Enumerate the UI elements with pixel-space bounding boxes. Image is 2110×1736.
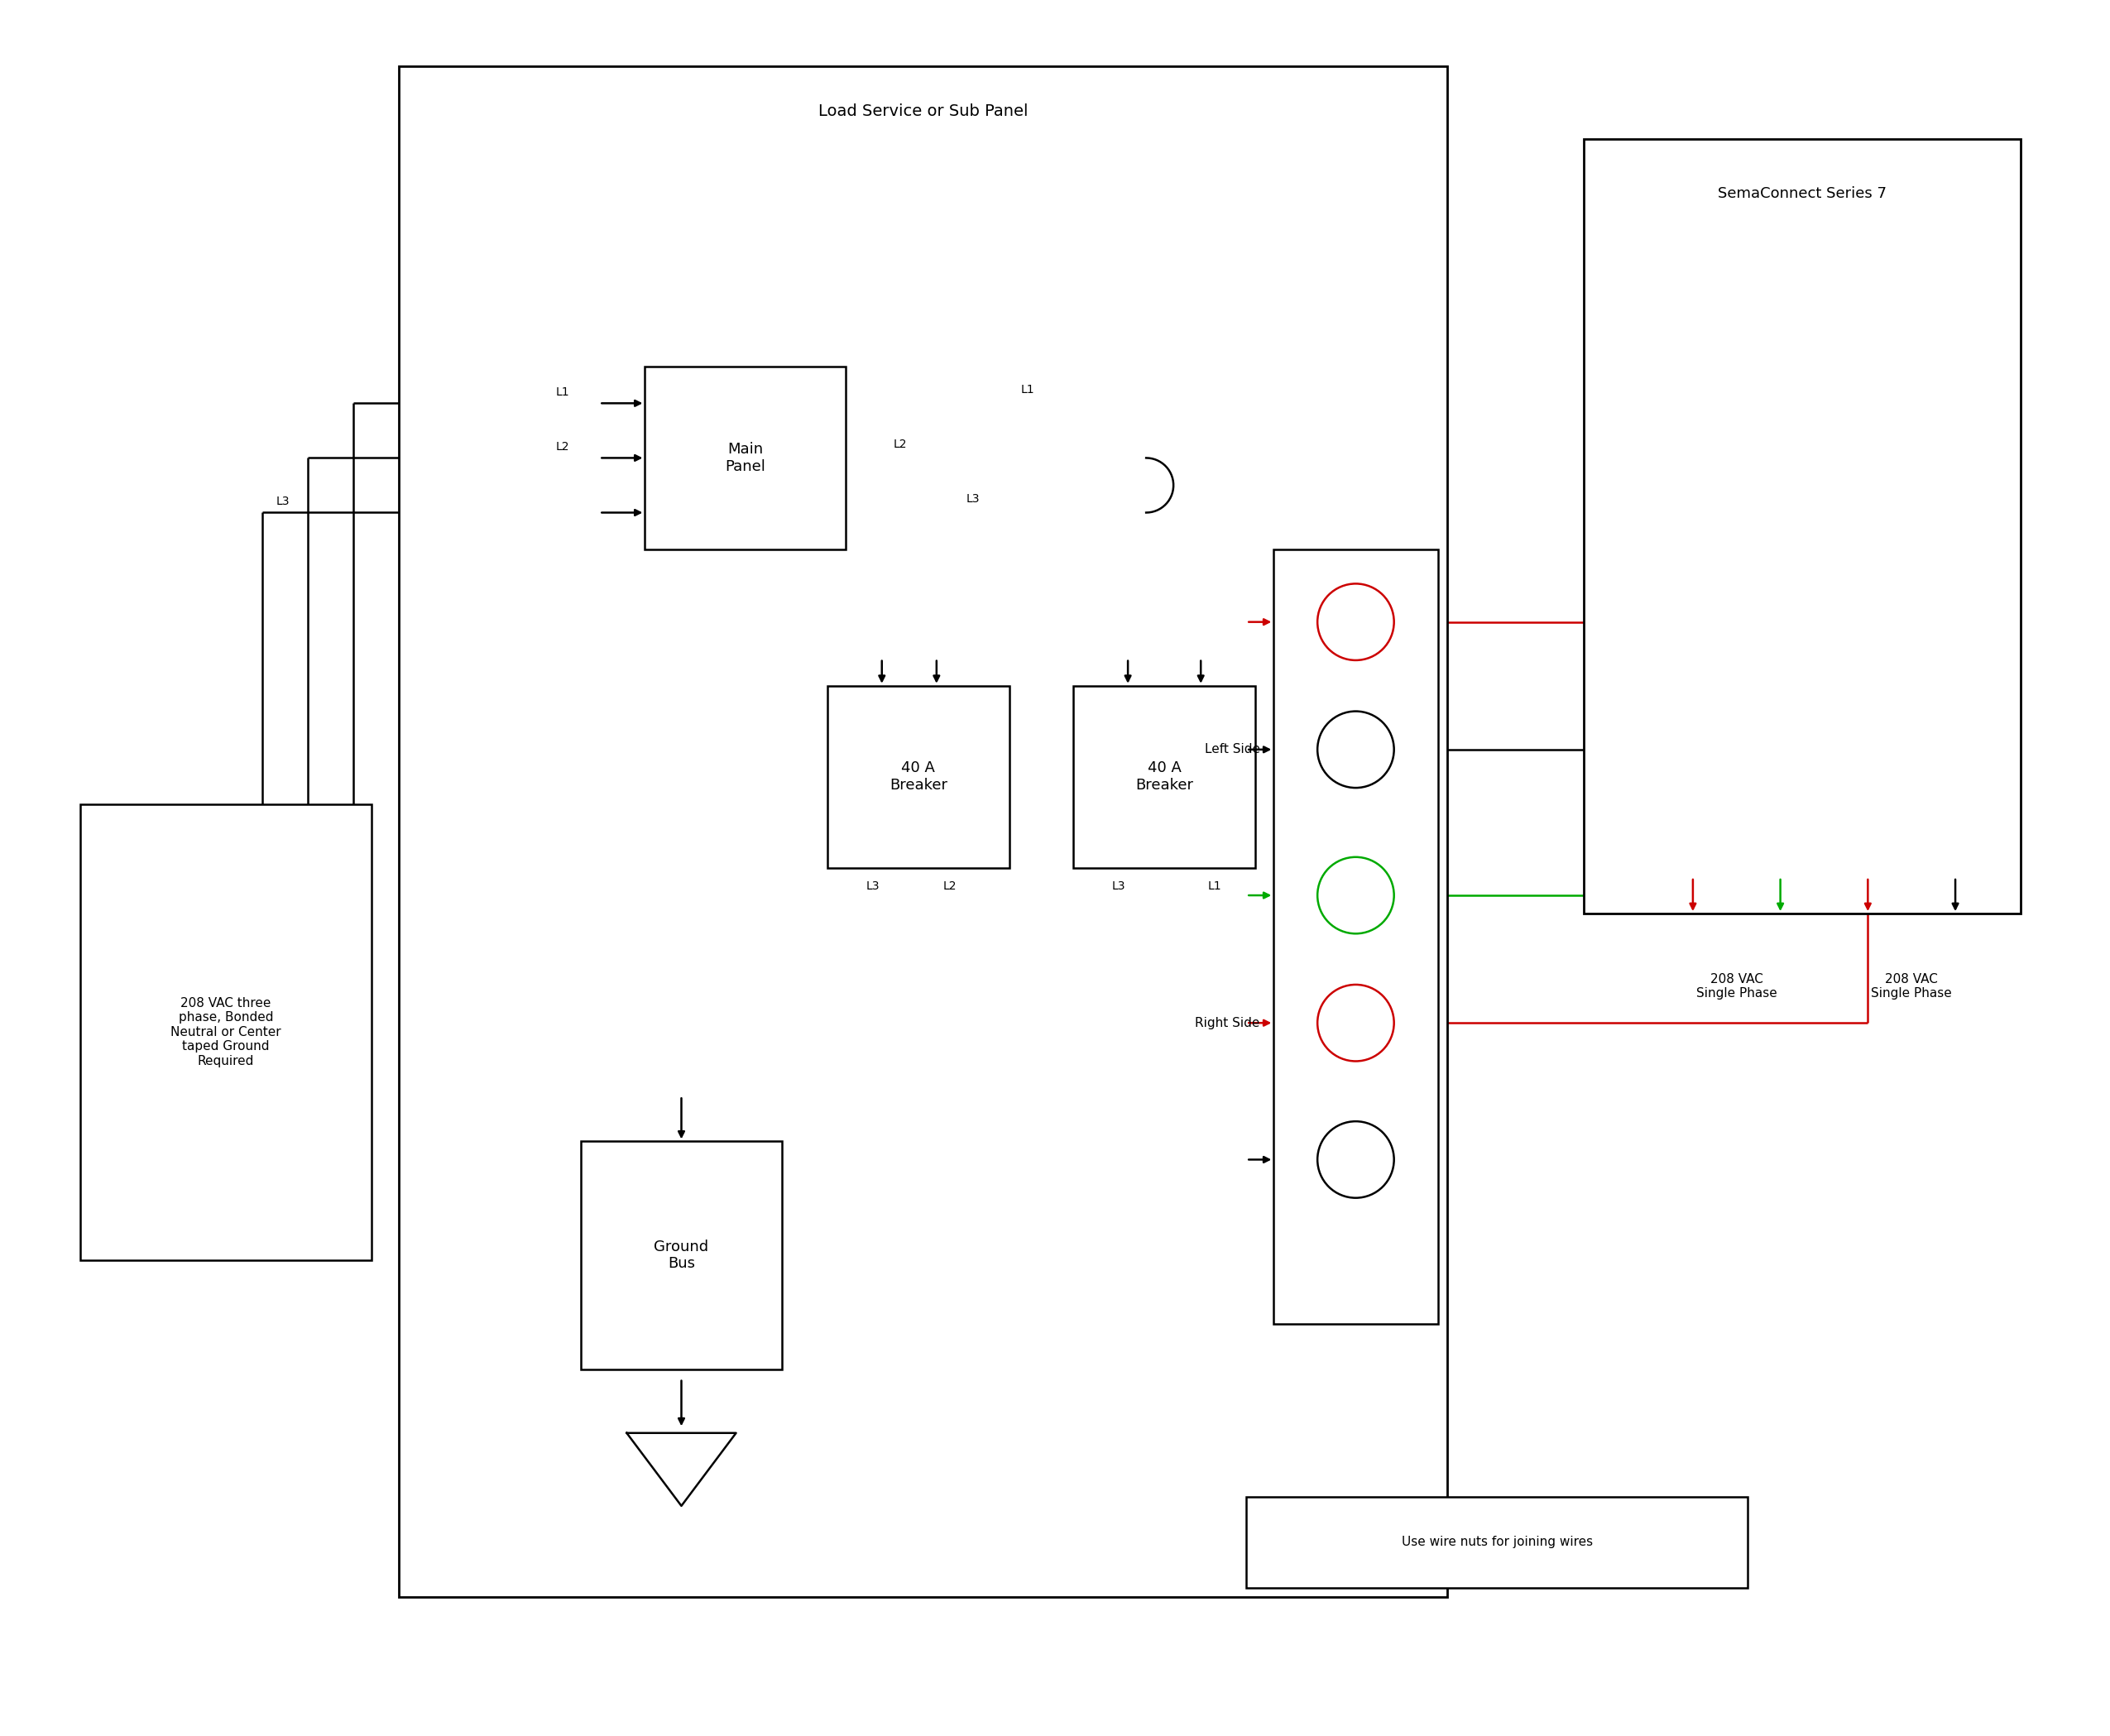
- Text: 208 VAC three
phase, Bonded
Neutral or Center
taped Ground
Required: 208 VAC three phase, Bonded Neutral or C…: [171, 996, 281, 1068]
- Circle shape: [1317, 858, 1395, 934]
- Text: Ground
Bus: Ground Bus: [654, 1240, 709, 1271]
- Text: L1: L1: [1021, 384, 1034, 396]
- Bar: [1074, 686, 1255, 868]
- Text: 208 VAC
Single Phase: 208 VAC Single Phase: [1696, 974, 1777, 1000]
- Text: L2: L2: [943, 880, 958, 892]
- Circle shape: [1317, 984, 1395, 1061]
- Text: L3: L3: [276, 496, 289, 507]
- Text: L1: L1: [557, 387, 570, 398]
- Text: L2: L2: [557, 441, 570, 453]
- Circle shape: [1317, 1121, 1395, 1198]
- Text: Right Side: Right Side: [1194, 1017, 1260, 1029]
- Text: L3: L3: [1112, 880, 1125, 892]
- Text: L2: L2: [893, 439, 907, 450]
- Text: Left Side: Left Side: [1205, 743, 1260, 755]
- Bar: [1274, 549, 1437, 1323]
- Circle shape: [1317, 712, 1395, 788]
- Text: 40 A
Breaker: 40 A Breaker: [1135, 760, 1194, 793]
- Bar: [580, 1141, 781, 1370]
- Text: 208 VAC
Single Phase: 208 VAC Single Phase: [1872, 974, 1952, 1000]
- Text: Main
Panel: Main Panel: [726, 443, 766, 474]
- Bar: [827, 686, 1009, 868]
- Bar: [1247, 1496, 1747, 1588]
- Text: Load Service or Sub Panel: Load Service or Sub Panel: [819, 104, 1028, 120]
- Text: L1: L1: [1207, 880, 1222, 892]
- Bar: [399, 66, 1447, 1597]
- Text: L3: L3: [865, 880, 880, 892]
- Bar: [80, 804, 371, 1260]
- Text: 40 A
Breaker: 40 A Breaker: [888, 760, 947, 793]
- Text: SemaConnect Series 7: SemaConnect Series 7: [1718, 186, 1886, 201]
- Circle shape: [1317, 583, 1395, 660]
- Text: Use wire nuts for joining wires: Use wire nuts for joining wires: [1401, 1536, 1593, 1549]
- Bar: [1582, 139, 2021, 913]
- Bar: [646, 366, 846, 549]
- Text: L3: L3: [966, 493, 979, 505]
